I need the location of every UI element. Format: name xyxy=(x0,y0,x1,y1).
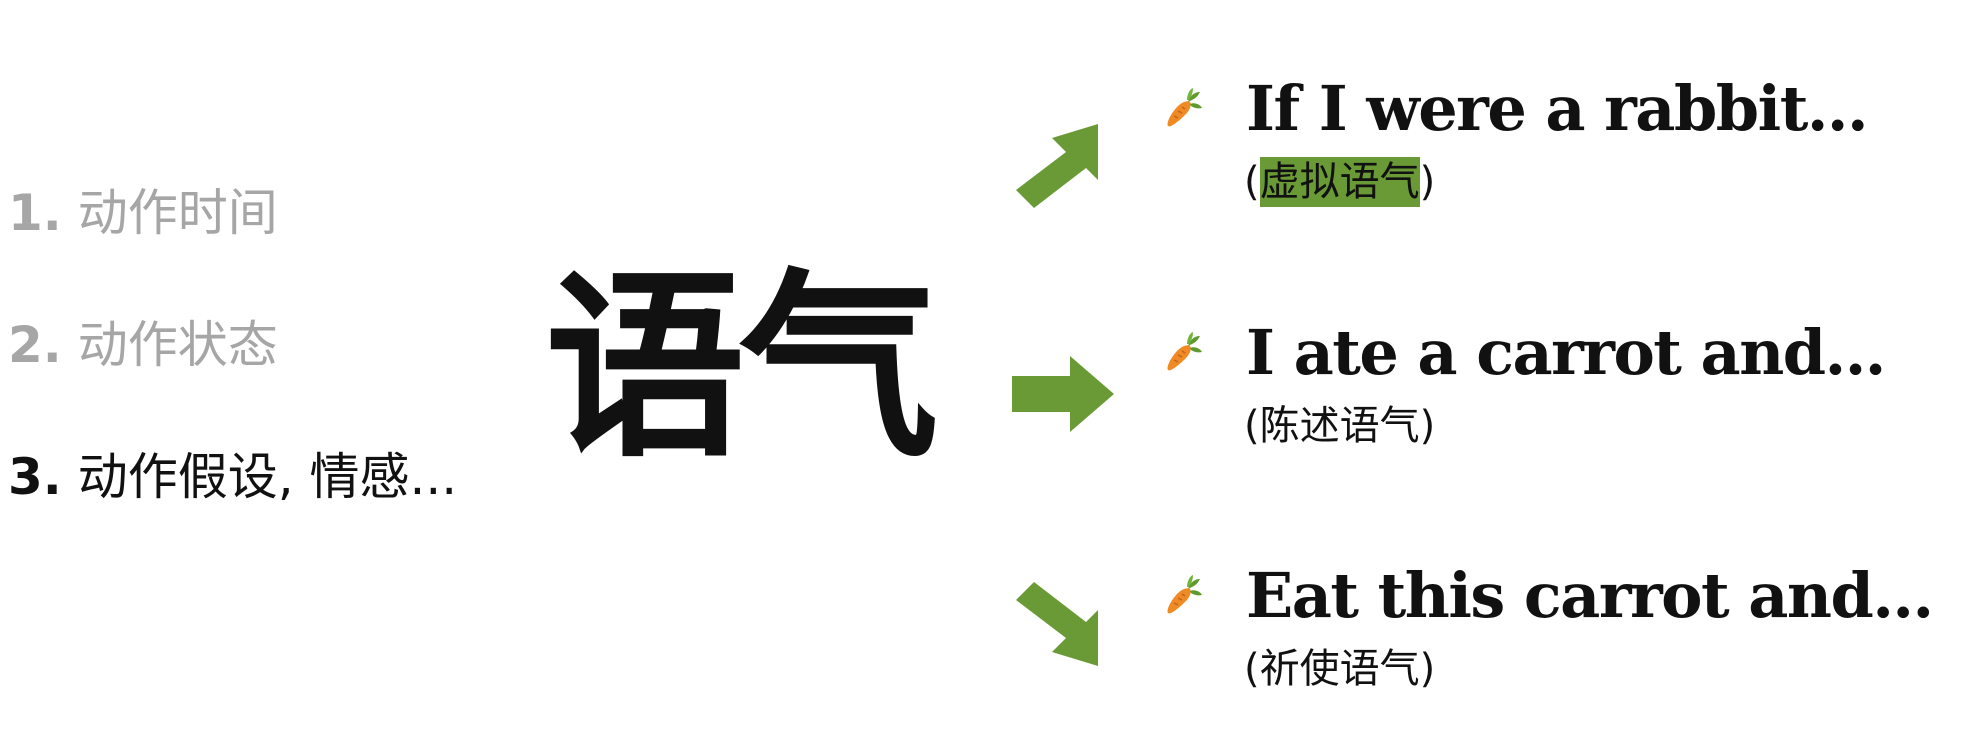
paren-open: ( xyxy=(1244,159,1260,205)
topic-item-3: 3. 动作假设, 情感... xyxy=(8,452,457,502)
mood-name: 陈述语气 xyxy=(1259,403,1420,449)
paren-close: ) xyxy=(1419,403,1436,449)
topic-item-1: 1. 动作时间 xyxy=(8,188,278,238)
topic-label: 动作状态 xyxy=(77,316,278,374)
example-sentence: I ate a carrot and... xyxy=(1246,316,1886,389)
paren-open: ( xyxy=(1244,646,1260,692)
topic-number: 1. xyxy=(8,184,62,242)
arrow-right-icon xyxy=(1012,356,1116,432)
mood-label: (陈述语气) xyxy=(1244,406,1435,446)
topic-number: 3. xyxy=(8,448,62,506)
topic-number: 2. xyxy=(8,316,62,374)
topic-label: 动作假设, 情感... xyxy=(77,448,458,506)
arrow-down-right-icon xyxy=(1016,582,1122,666)
topic-label: 动作时间 xyxy=(77,184,278,242)
paren-close: ) xyxy=(1419,646,1436,692)
carrot-icon xyxy=(1160,573,1204,617)
example-sentence: Eat this carrot and... xyxy=(1246,559,1934,632)
mood-name: 祈使语气 xyxy=(1259,646,1420,692)
topic-item-2: 2. 动作状态 xyxy=(8,320,278,370)
arrow-up-right-icon xyxy=(1016,124,1122,208)
mood-label: (虚拟语气) xyxy=(1244,157,1436,207)
carrot-icon xyxy=(1160,330,1204,374)
carrot-icon xyxy=(1160,86,1204,130)
mood-name-highlighted: 虚拟语气 xyxy=(1259,157,1420,207)
paren-close: ) xyxy=(1419,159,1436,205)
example-sentence: If I were a rabbit... xyxy=(1246,72,1869,145)
mood-label: (祈使语气) xyxy=(1244,649,1435,689)
paren-open: ( xyxy=(1244,403,1260,449)
center-heading: 语气 xyxy=(545,250,939,485)
